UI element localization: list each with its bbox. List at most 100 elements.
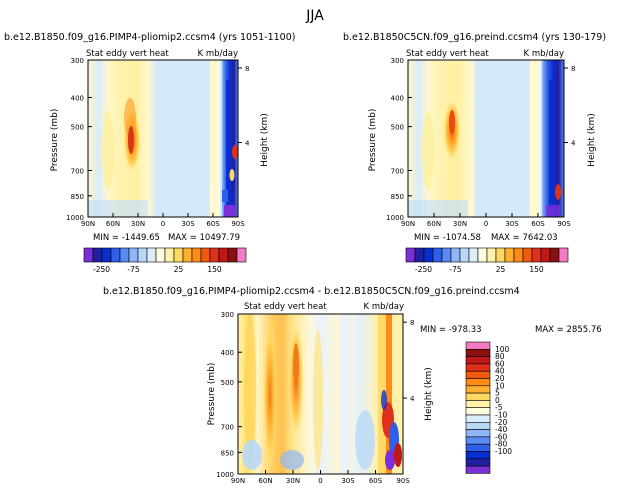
- height-tick-label: 4: [245, 139, 250, 147]
- y-tick-label: 500: [221, 379, 234, 387]
- y-tick-label: 500: [71, 124, 84, 132]
- y-tick-label: 300: [221, 311, 234, 319]
- colorbar-swatch: [182, 247, 193, 263]
- colorbar-swatch: [209, 247, 220, 263]
- panel-1-max-label: MAX = 10497.79: [168, 233, 240, 243]
- panel-2-right-ticks: 84: [564, 65, 576, 147]
- colorbar-label: -60: [495, 432, 507, 441]
- x-tick-label: 30N: [286, 477, 300, 485]
- colorbar-swatch: [468, 247, 479, 263]
- panel-3-title: b.e12.B1850.f09_g16.PIMP4-pliomip2.ccsm4…: [103, 286, 520, 297]
- x-tick-label: 90S: [557, 220, 571, 228]
- panel-1-subtitle-right: K mb/day: [198, 49, 238, 59]
- colorbar-swatch: [164, 247, 175, 263]
- colorbar-swatch: [465, 400, 491, 408]
- x-tick-label: 60S: [531, 220, 545, 228]
- colorbar-label: -20: [495, 418, 507, 427]
- colorbar-swatch: [549, 247, 560, 263]
- y-tick-label: 300: [391, 57, 404, 65]
- colorbar-label: -10: [495, 411, 507, 420]
- colorbar-swatch: [465, 348, 491, 357]
- colorbar-label: 80: [495, 352, 505, 361]
- x-tick-label: 30S: [341, 477, 355, 485]
- panel-2-field: [408, 60, 564, 217]
- y-tick-label: 700: [71, 167, 84, 175]
- y-tick-label: 400: [221, 349, 234, 357]
- panel-2-max-label: MAX = 7642.03: [491, 233, 558, 243]
- y-tick-label: 1000: [66, 214, 84, 222]
- colorbar-label: 10: [495, 381, 505, 390]
- colorbar-swatch: [191, 247, 202, 263]
- x-tick-label: 30S: [505, 220, 519, 228]
- y-tick-label: 850: [71, 193, 84, 201]
- colorbar-swatch: [465, 421, 491, 430]
- height-tick-label: 8: [571, 65, 575, 73]
- height-tick-label: 8: [410, 319, 414, 327]
- panel-1: b.e12.B1850.f09_g16.PIMP4-pliomip2.ccsm4…: [4, 32, 295, 274]
- colorbar-swatch: [504, 247, 515, 263]
- colorbar-swatch: [465, 407, 491, 416]
- panel-1-subtitle-left: Stat eddy vert heat: [86, 49, 169, 59]
- height-tick-label: 4: [571, 139, 576, 147]
- panel-1-field: [88, 60, 238, 217]
- panel-3-y-ticks: 300 400 500 700 850 1000: [216, 311, 242, 479]
- colorbar-swatch: [450, 247, 461, 263]
- colorbar-swatch: [128, 247, 139, 263]
- panel-3-subtitle-right: K mb/day: [364, 302, 404, 312]
- panel-1-ylabel-right: Height (km): [260, 113, 270, 167]
- colorbar-label: -100: [495, 447, 512, 456]
- x-tick-label: 30S: [181, 220, 195, 228]
- colorbar-label: 20: [495, 374, 505, 383]
- colorbar-swatch: [477, 247, 488, 263]
- colorbar-swatch: [465, 443, 491, 452]
- y-tick-label: 1000: [386, 214, 404, 222]
- y-tick-label: 400: [391, 95, 404, 103]
- x-tick-label: 90S: [231, 220, 245, 228]
- colorbar-swatch: [236, 247, 247, 263]
- colorbar-swatch: [465, 363, 491, 372]
- panel-1-y-ticks: 300 400 500 700 850 1000: [66, 57, 92, 222]
- panel-2-x-ticks: 90N 60N 30N 0 30S 60S 90S: [401, 213, 571, 228]
- x-tick-label: 60N: [106, 220, 120, 228]
- colorbar-swatch: [465, 465, 491, 474]
- panel-2-colorbar: -250 -75 25 150: [405, 247, 569, 274]
- colorbar-swatch: [531, 247, 542, 263]
- colorbar-swatch: [423, 247, 434, 263]
- page-title: JJA: [305, 8, 324, 24]
- colorbar-label: -40: [495, 425, 507, 434]
- colorbar-swatch: [146, 247, 157, 263]
- y-tick-label: 700: [221, 424, 234, 432]
- panel-1-title: b.e12.B1850.f09_g16.PIMP4-pliomip2.ccsm4…: [4, 32, 295, 43]
- colorbar-label: -5: [495, 403, 503, 412]
- panel-2-ylabel-right: Height (km): [587, 113, 597, 167]
- panel-1-min-label: MIN = -1449.65: [93, 233, 160, 243]
- colorbar-swatch: [465, 385, 491, 394]
- colorbar-swatch: [173, 247, 184, 263]
- panel-3-right-ticks: 84: [403, 319, 415, 403]
- x-tick-label: 60N: [427, 220, 441, 228]
- colorbar-swatch: [441, 247, 452, 263]
- colorbar-swatch: [522, 247, 533, 263]
- x-tick-label: 30N: [453, 220, 467, 228]
- panel-2-ylabel: Pressure (mb): [368, 109, 378, 172]
- y-tick-label: 300: [71, 57, 84, 65]
- panel-3: b.e12.B1850.f09_g16.PIMP4-pliomip2.ccsm4…: [103, 286, 602, 485]
- colorbar-swatch: [558, 247, 569, 263]
- y-tick-label: 850: [221, 449, 234, 457]
- colorbar-swatch: [405, 247, 416, 263]
- colorbar-swatch: [465, 341, 491, 350]
- colorbar-swatch: [540, 247, 551, 263]
- panel-3-max-label: MAX = 2855.76: [535, 325, 602, 335]
- x-tick-label: 90N: [231, 477, 245, 485]
- panel-3-x-ticks: 90N 60N 30N 0 30S 60S 90S: [231, 470, 410, 485]
- colorbar-label: 40: [495, 367, 505, 376]
- colorbar-swatch: [465, 429, 491, 438]
- y-tick-label: 500: [391, 124, 404, 132]
- colorbar-swatch: [465, 378, 491, 387]
- x-tick-label: 60S: [206, 220, 220, 228]
- panel-2-title: b.e12.B1850C5CN.f09_g16.preind.ccsm4 (yr…: [343, 32, 606, 43]
- x-tick-label: 60S: [369, 477, 383, 485]
- colorbar-swatch: [513, 247, 524, 263]
